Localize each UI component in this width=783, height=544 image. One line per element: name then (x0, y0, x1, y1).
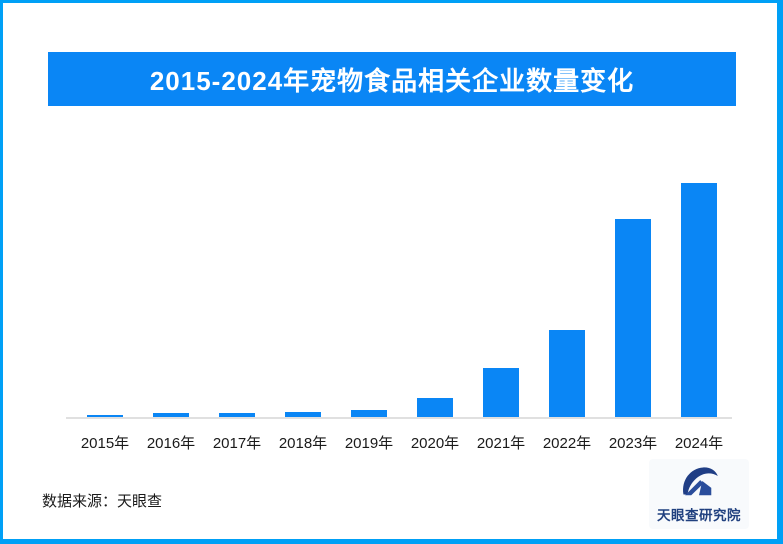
x-axis-label: 2019年 (344, 435, 394, 452)
bar-column: 2017年 (204, 178, 270, 453)
bar-2016年 (153, 412, 189, 418)
brand-name: 天眼查研究院 (657, 507, 741, 523)
x-axis-line (66, 417, 732, 419)
bar-zone (336, 178, 402, 418)
bar-zone (468, 178, 534, 418)
bar-column: 2024年 (666, 178, 732, 453)
x-axis-label: 2023年 (608, 435, 658, 452)
bar-zone (534, 178, 600, 418)
x-axis-label: 2021年 (476, 435, 526, 452)
chart-title-banner: 2015-2024年宠物食品相关企业数量变化 (48, 52, 736, 106)
bar-column: 2016年 (138, 178, 204, 453)
x-axis-label: 2018年 (278, 435, 328, 452)
bar-2018年 (285, 411, 321, 418)
x-axis-label: 2016年 (146, 435, 196, 452)
bar-2022年 (549, 330, 585, 418)
bar-column: 2022年 (534, 178, 600, 453)
bar-2020年 (417, 398, 453, 418)
bar-zone (402, 178, 468, 418)
x-axis-label: 2024年 (674, 435, 724, 452)
bar-zone (138, 178, 204, 418)
bar-zone (72, 178, 138, 418)
bar-zone (600, 178, 666, 418)
bar-2015年 (87, 415, 123, 418)
bar-2024年 (681, 182, 717, 418)
brand-badge: 天眼查研究院 (649, 459, 749, 529)
bar-column: 2019年 (336, 178, 402, 453)
bar-columns: 2015年 2016年 2017年 2018年 2019年 2020年 2021年 2022年… (72, 178, 732, 453)
bar-2023年 (615, 218, 651, 418)
x-axis-label: 2022年 (542, 435, 592, 452)
bar-2021年 (483, 367, 519, 418)
bar-column: 2015年 (72, 178, 138, 453)
bar-zone (666, 178, 732, 418)
x-axis-label: 2015年 (80, 435, 130, 452)
bar-column: 2021年 (468, 178, 534, 453)
bar-zone (270, 178, 336, 418)
bar-2019年 (351, 410, 387, 418)
x-axis-label: 2020年 (410, 435, 460, 452)
bar-column: 2023年 (600, 178, 666, 453)
bar-column: 2018年 (270, 178, 336, 453)
bar-2017年 (219, 413, 255, 418)
bar-chart: 2015年 2016年 2017年 2018年 2019年 2020年 2021年 2022年… (3, 3, 777, 539)
bar-column: 2020年 (402, 178, 468, 453)
chart-title: 2015-2024年宠物食品相关企业数量变化 (149, 65, 635, 96)
x-axis-label: 2017年 (212, 435, 262, 452)
tianyancha-logo-icon (683, 466, 718, 495)
bar-zone (204, 178, 270, 418)
data-source-label: 数据来源：天眼查 (42, 493, 163, 510)
